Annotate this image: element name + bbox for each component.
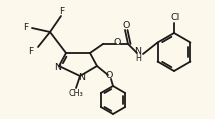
Text: F: F <box>59 7 64 15</box>
Text: Cl: Cl <box>170 13 180 22</box>
Text: N: N <box>78 73 86 82</box>
Text: O: O <box>113 38 121 47</box>
Text: O: O <box>123 20 130 30</box>
Text: CH₃: CH₃ <box>69 89 83 97</box>
Text: N: N <box>135 47 141 57</box>
Text: F: F <box>23 23 29 32</box>
Text: O: O <box>106 72 113 80</box>
Text: H: H <box>135 54 141 63</box>
Text: N: N <box>54 63 61 72</box>
Text: F: F <box>28 47 34 55</box>
